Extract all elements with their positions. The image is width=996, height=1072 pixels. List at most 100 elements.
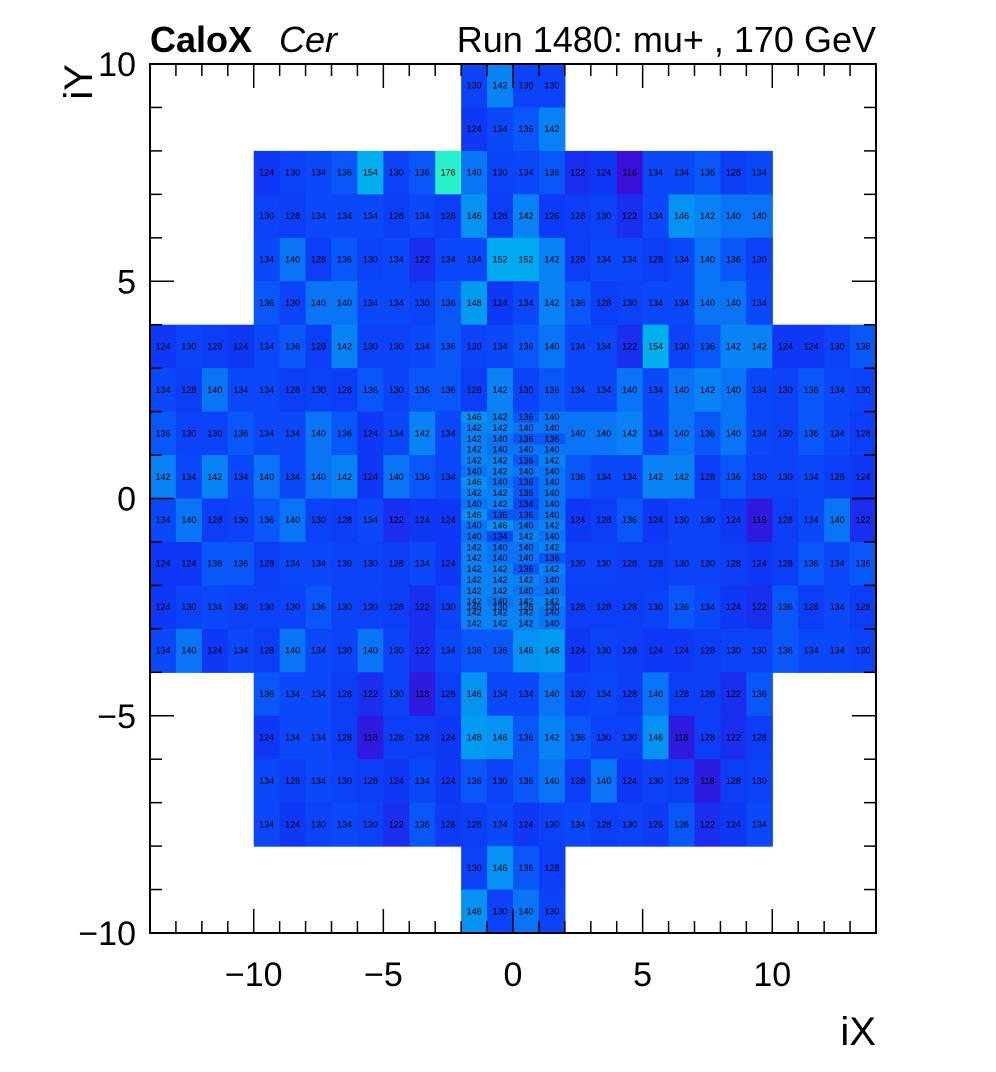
heatmap-cell-label: 140 [285,255,300,265]
heatmap-fine-cell-label: 142 [544,564,559,574]
heatmap-cell-label: 140 [700,298,715,308]
heatmap-cell-label: 130 [415,298,430,308]
heatmap-fine-cell [487,552,514,565]
heatmap-cell-label: 142 [207,472,222,482]
heatmap-cell-label: 124 [441,559,456,569]
heatmap-cell-label: 134 [233,646,248,656]
heatmap-cell [305,628,333,673]
heatmap-cell [331,802,359,847]
heatmap-cell-label: 124 [233,341,248,351]
heatmap-cell-label: 140 [311,428,326,438]
heatmap-cell [513,715,540,760]
heatmap-cell-label: 140 [622,385,637,395]
heatmap-cell [487,889,514,934]
heatmap-cell [175,455,203,500]
heatmap-fine-cell-label: 140 [493,553,508,563]
heatmap-cell [279,715,307,760]
heatmap-cell-label: 154 [363,168,378,178]
heatmap-cell [513,281,540,326]
heatmap-cell-label: 134 [285,732,300,742]
heatmap-cell [694,150,722,195]
heatmap-cell [357,324,384,369]
heatmap-fine-cell-label: 142 [467,575,482,585]
heatmap-cell-label: 130 [285,168,300,178]
heatmap-cell [824,324,851,369]
heatmap-cell-label: 128 [648,255,663,265]
heatmap-fine-cell [461,465,488,478]
heatmap-cell-label: 134 [648,385,663,395]
heatmap-cell [798,498,825,543]
heatmap-fine-cell-label: 134 [518,499,533,509]
heatmap-cell [642,194,670,239]
heatmap-cell [279,150,307,195]
heatmap-cell [383,368,410,413]
heatmap-fine-cell [487,411,514,424]
heatmap-fine-cell-label: 140 [493,542,508,552]
heatmap-cell [487,802,514,847]
heatmap-cell [461,194,488,239]
heatmap-cell-label: 128 [596,515,611,525]
heatmap-cell-label: 130 [830,341,845,351]
heatmap-fine-cell [538,433,566,445]
heatmap-cell-label: 146 [467,602,482,612]
heatmap-cell [383,194,410,239]
heatmap-cell-label: 134 [518,689,533,699]
heatmap-cell [720,715,747,760]
heatmap-cell [253,715,281,760]
heatmap-cell [150,628,177,673]
heatmap-cell-label: 124 [596,168,611,178]
heatmap-cell [616,194,644,239]
heatmap-cell [720,541,747,586]
heatmap-cell-label: 130 [596,646,611,656]
heatmap-cell-label: 142 [622,428,637,438]
heatmap-cell [616,715,644,760]
heatmap-cell-label: 124 [155,559,170,569]
heatmap-cell [720,237,747,282]
heatmap-cell-label: 130 [259,211,274,221]
heatmap-cell [409,715,436,760]
heatmap-cell [824,585,851,630]
heatmap-fine-cell-label: 142 [467,553,482,563]
heatmap-cell [668,324,696,369]
heatmap-cell [253,368,281,413]
heatmap-fine-cell [538,465,566,478]
heatmap-cell [590,411,618,456]
heatmap-cell [227,585,255,630]
heatmap-cell-label: 134 [830,385,845,395]
heatmap-cell [461,150,488,195]
heatmap-cell [253,672,281,717]
heatmap-cell [720,498,747,543]
heatmap-cell [798,368,825,413]
y-tick-label: 0 [117,481,136,519]
heatmap-cell-label: 134 [493,341,508,351]
heatmap-cell [616,541,644,586]
heatmap-cell-label: 140 [752,211,767,221]
heatmap-cell-label: 136 [233,559,248,569]
heatmap-cell-label: 128 [570,211,585,221]
heatmap-cell [227,411,255,456]
heatmap-cell [409,368,436,413]
heatmap-fine-cell [487,444,514,456]
y-tick-label: 5 [117,263,136,301]
heatmap-cell-label: 118 [363,732,377,742]
heatmap-cell-label: 136 [700,341,715,351]
heatmap-cell-label: 134 [518,168,533,178]
heatmap-cell-label: 134 [570,341,585,351]
heatmap-cell-label: 124 [726,602,741,612]
heatmap-cell-label: 134 [259,385,274,395]
heatmap-cell [305,802,333,847]
heatmap-cell-label: 130 [570,559,585,569]
heatmap-cell [668,585,696,630]
heatmap-cell [564,628,592,673]
heatmap-cell [746,324,773,369]
heatmap-cell [642,281,670,326]
heatmap-cell-label: 134 [233,385,248,395]
heatmap-fine-cell-label: 142 [544,455,559,465]
heatmap-cell [305,150,333,195]
heatmap-cell-label: 134 [259,341,274,351]
heatmap-fine-cell-label: 142 [493,423,508,433]
heatmap-fine-cell-label: 142 [544,597,559,607]
heatmap-fine-cell [461,541,488,554]
heatmap-cell [383,672,410,717]
